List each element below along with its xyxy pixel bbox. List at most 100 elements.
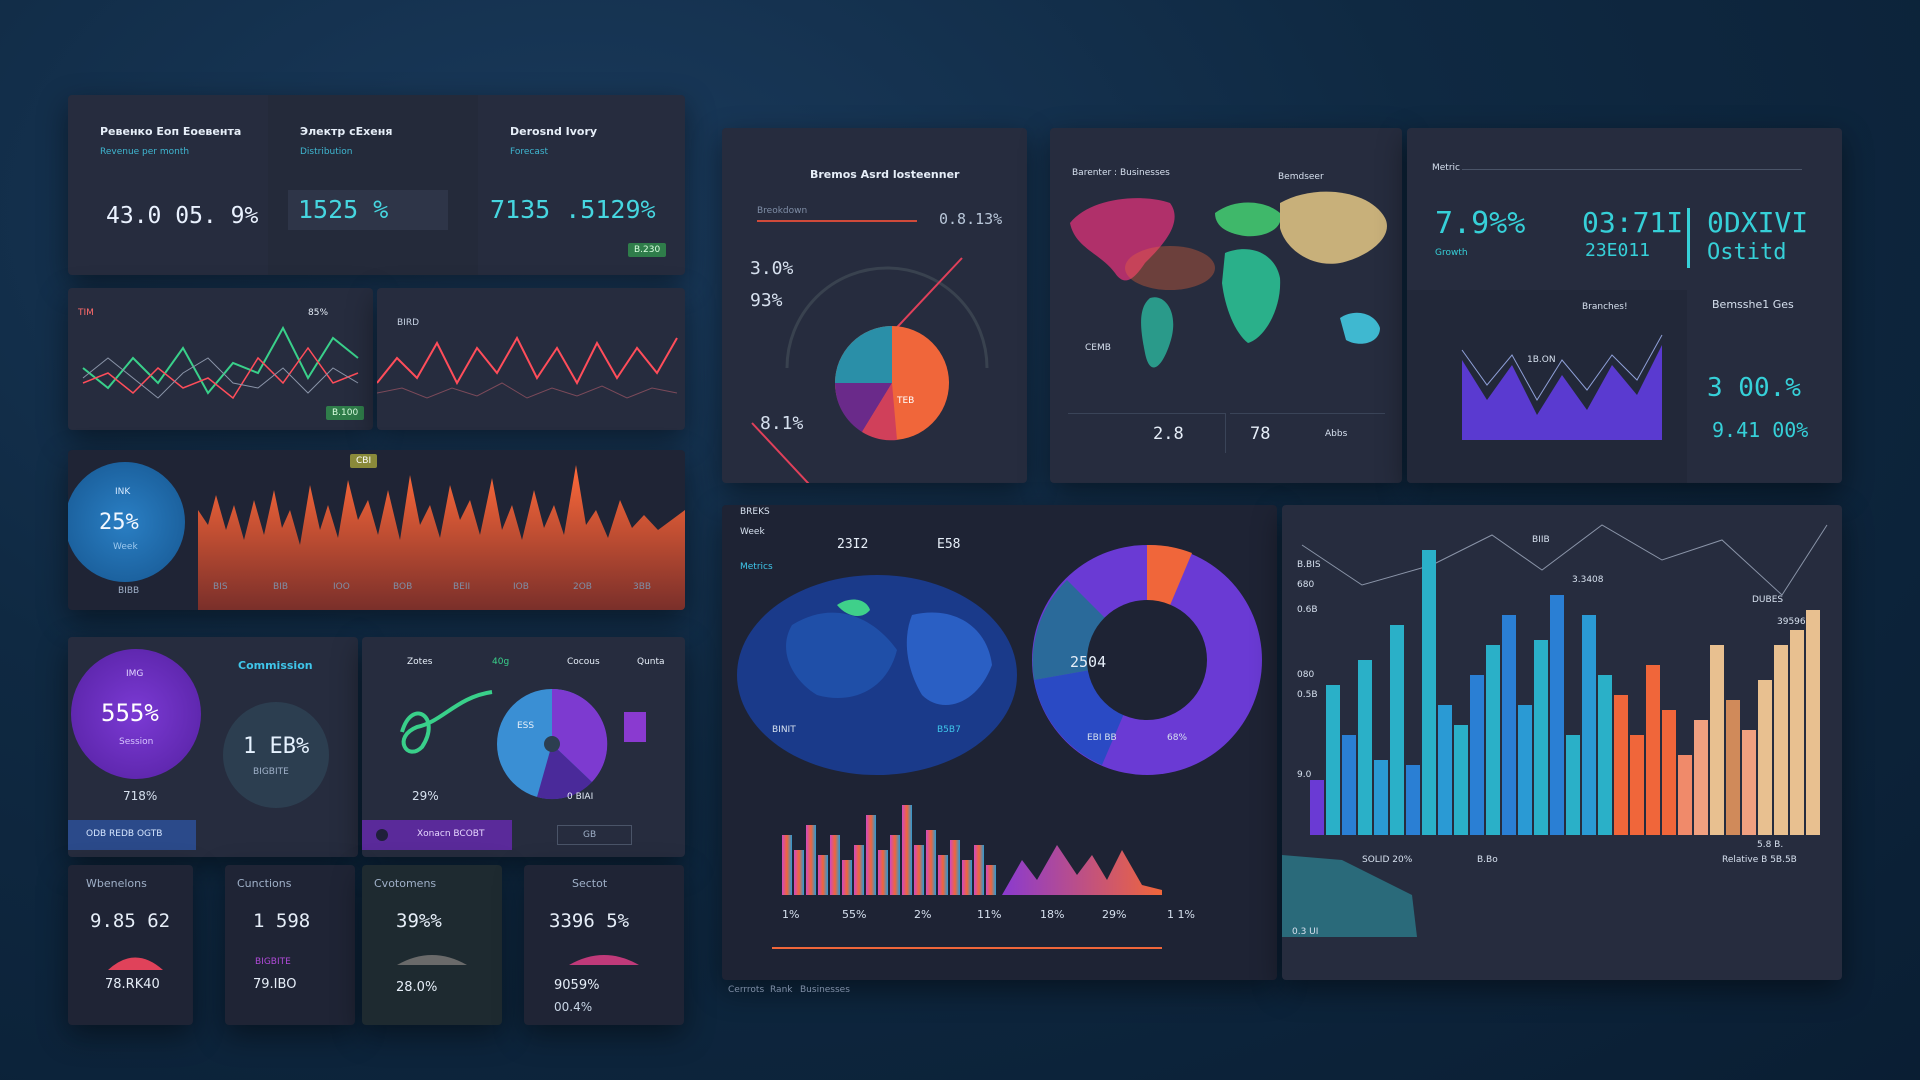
kpi-sub-3: Forecast: [510, 147, 549, 157]
kpi-circle-25[interactable]: INK 25% Week: [68, 462, 185, 582]
area-xtick-0: BIS: [213, 582, 228, 592]
stat-under-2: 79.IBO: [253, 977, 297, 992]
kpi-right-v5: 9.41 00%: [1712, 418, 1809, 442]
area-marker[interactable]: CBI: [350, 454, 378, 468]
bbar-2: [1342, 735, 1356, 835]
stat-title-2: Cunctions: [237, 877, 292, 890]
bbar-5: [1390, 625, 1404, 835]
stat-pill-2: BIGBITE: [255, 957, 291, 967]
map-europe: [1215, 202, 1281, 237]
stat-card-3[interactable]: Cvotomens 39%% 28.0%: [362, 865, 502, 1025]
kpi-sub-2: Distribution: [300, 147, 353, 157]
line-series-dim-right: [377, 382, 678, 399]
stat-title-4: Sectot: [572, 877, 608, 890]
bar-ytick-2: 0.6B: [1297, 605, 1318, 615]
bbar-15: [1550, 595, 1564, 835]
circle-1eb[interactable]: 1 EB% BIGBITE: [223, 702, 329, 808]
globe-label-1: Week: [740, 527, 765, 537]
map-stat-box-2[interactable]: 78 Abbs: [1230, 413, 1385, 453]
pie-slice-purple: [552, 688, 608, 782]
bar-6: [854, 845, 864, 895]
bbar-20: [1630, 735, 1644, 835]
area-xtick-3: BOB: [393, 582, 413, 592]
bbar-14: [1534, 640, 1548, 835]
kpi-right-area-box[interactable]: Branches! 1B.ON: [1407, 290, 1687, 483]
bbar-1: [1326, 685, 1340, 835]
gauge-subline: [757, 220, 917, 222]
footer-link-1[interactable]: Rank: [770, 985, 793, 995]
kpi-title-2: Электр сЕхеня: [300, 125, 393, 138]
map-stat-box-1[interactable]: 2.8: [1068, 413, 1226, 453]
kpi-card-1[interactable]: Ревенко Еоп Еоевента Revenue per month 4…: [68, 95, 268, 275]
stat-value-1: 9.85 62: [90, 910, 171, 932]
button-dot-icon: [376, 829, 388, 841]
pie-badge: ESS: [517, 721, 535, 731]
donut-hole: [1087, 600, 1207, 720]
kpi-value-2: 1525 %: [298, 195, 389, 224]
bar-footer-0: 0.3 UI: [1292, 927, 1319, 937]
circle-555[interactable]: IMG 555% Session: [71, 649, 201, 779]
stat-card-1[interactable]: Wbenelons 9.85 62 78.RK40: [68, 865, 193, 1025]
line-left-badge[interactable]: B.100: [326, 406, 365, 420]
line-right-label: BIRD: [397, 318, 420, 328]
bar-footer-3: Relative B 5B.5B: [1722, 855, 1797, 865]
line-series-gray: [82, 357, 359, 399]
bbar-18: [1598, 675, 1612, 835]
line-chart-left-svg: [82, 325, 359, 400]
stat-value-4: 3396 5%: [549, 910, 630, 932]
kpi-right-side-title: Bemsshe1 Ges: [1712, 298, 1794, 311]
xonacn-button[interactable]: Xonacn BCOBT: [362, 820, 512, 850]
bbar-17: [1582, 615, 1596, 835]
kpi-card-2[interactable]: Электр сЕхеня Distribution 1525 %: [268, 95, 478, 275]
kpi-right-line: [1461, 334, 1663, 401]
pie-slice-teal: [835, 326, 892, 383]
bbar-16: [1566, 735, 1580, 835]
bbar-23: [1678, 755, 1692, 835]
globe-lbl-1: BINIT: [772, 725, 796, 735]
bar-ytick-1: 680: [1297, 580, 1315, 590]
kpi-right-v2b: 23E011: [1585, 240, 1651, 261]
stat-card-2[interactable]: Cunctions 1 598 BIGBITE 79.IBO: [225, 865, 355, 1025]
kpi-card-3[interactable]: Derosnd Ivory Forecast 7135 .5129% B.230: [478, 95, 685, 275]
world-map-svg: [1070, 191, 1387, 368]
kpi-right-title: Metric: [1432, 163, 1460, 173]
footer-link-2[interactable]: Businesses: [800, 985, 850, 995]
stat-value-2: 1 598: [253, 910, 311, 932]
odb-button[interactable]: ODB REDB OGTB: [68, 820, 196, 850]
kpi-title-1: Ревенко Еоп Еоевента: [100, 125, 242, 138]
bar-ytick-3: 080: [1297, 670, 1315, 680]
pie-left-value: 29%: [412, 789, 439, 803]
gb-field[interactable]: GB: [557, 825, 632, 845]
kpi-badge-3[interactable]: B.230: [628, 243, 667, 257]
stat-hump-1: [108, 957, 163, 970]
gb-field-label: GB: [583, 830, 597, 840]
green-swirl: [400, 690, 493, 754]
bar-13: [938, 855, 948, 895]
map-v3: Abbs: [1325, 429, 1348, 439]
area-series: [198, 465, 685, 610]
bar-ytick-0: B.BIS: [1297, 560, 1321, 570]
bar-11: [914, 845, 924, 895]
bar-15: [962, 860, 972, 895]
bar-tick-5: 29%: [1102, 908, 1127, 921]
bar-10: [902, 805, 912, 895]
bbar-0: [1310, 780, 1324, 835]
stat-under-3: 28.0%: [396, 980, 438, 995]
line-left-label: TIM: [78, 308, 94, 318]
bar-4: [830, 835, 840, 895]
stat-card-4[interactable]: Sectot 3396 5% 9059% 00.4%: [524, 865, 684, 1025]
kpi-right-chart-peak: 1B.ON: [1527, 355, 1556, 365]
bar-trend-line: [1301, 524, 1828, 596]
bbar-25: [1710, 645, 1724, 835]
line-series-green: [82, 325, 359, 395]
kpi-sub-1: Revenue per month: [100, 147, 190, 157]
bar-tick-0: 1%: [782, 908, 800, 921]
footer-link-0[interactable]: Cerrrots: [728, 985, 765, 995]
bbar-4: [1374, 760, 1388, 835]
big-bar-svg: [1282, 524, 1828, 937]
bar-3: [818, 855, 828, 895]
circle-555-sub: Session: [119, 737, 154, 747]
circle-1eb-value: 1 EB%: [243, 734, 310, 759]
kpi-right-v1-sub: Growth: [1435, 248, 1468, 258]
odb-button-label: ODB REDB OGTB: [86, 829, 163, 839]
